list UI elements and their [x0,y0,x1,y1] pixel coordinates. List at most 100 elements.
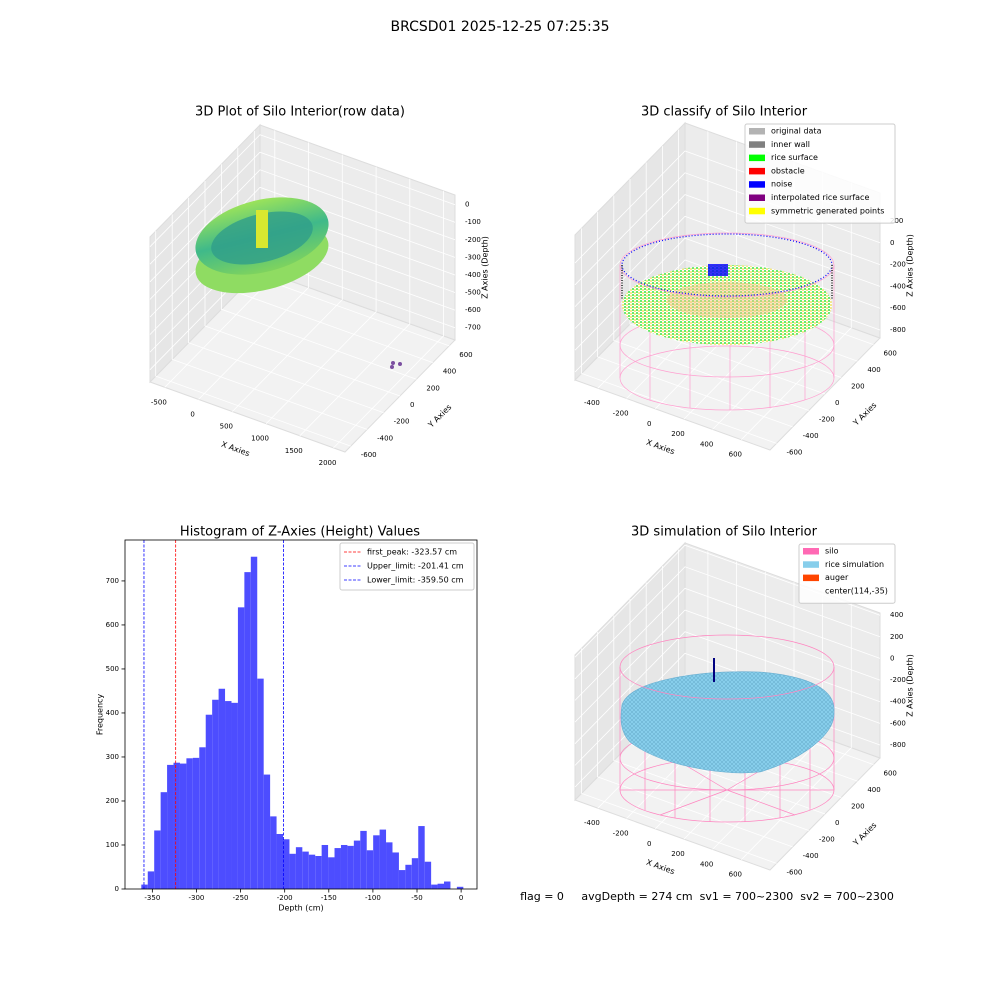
x-tick-label: 1000 [251,435,269,443]
bar [283,839,290,889]
grid-line [149,169,456,283]
bar [392,852,399,889]
z-tick-label: -600 [465,306,481,314]
y-tick-label: 600 [884,770,897,778]
bar [444,881,451,889]
bar [321,844,329,889]
bar [347,845,354,889]
bar [263,774,271,889]
z-tick-label: -200 [465,236,481,244]
y-tick-label: -200 [819,415,835,423]
y-tick-label: -400 [377,434,393,442]
y-tick-label: 600 [459,351,472,359]
x-tick-label: -250 [233,894,249,902]
grid-line [741,602,852,860]
legend-label: rice simulation [825,560,884,569]
grid-line [629,179,826,395]
legend-label: noise [771,180,792,189]
z-tick-label: -700 [465,324,481,332]
x-axis-label: X Axies [645,438,676,457]
x-tick-label: 0 [647,840,651,848]
figure-title: BRCSD01 2025-12-25 07:25:35 [390,19,609,35]
x-tick-label: -300 [189,894,205,902]
z-axis-label: Z Axies (Depth) [906,234,915,297]
legend-swatch [749,141,765,148]
grid-line [574,631,881,744]
bar [411,858,419,889]
x-tick-label: -200 [277,894,293,902]
x-tick-label: -100 [365,894,381,902]
z-tick-label: -800 [890,326,906,334]
legend-swatch [749,167,765,175]
y-tick-label: 400 [443,368,456,376]
bar [386,842,393,889]
bar [379,829,387,889]
legend-swatch [749,128,765,135]
y-tick-label: -600 [786,868,802,876]
y-tick-label: -200 [394,418,410,426]
z-tick-label: -200 [890,676,906,684]
z-tick-label: -400 [465,271,481,279]
bar [160,792,168,889]
bar [225,701,232,889]
x-axis-label: Depth (cm) [278,904,323,913]
chart-title: 3D simulation of Silo Interior [631,525,818,540]
x-tick-label: 400 [700,440,713,448]
x-tick-label: -150 [321,894,337,902]
x-tick-label: 500 [220,423,233,431]
bar [179,763,187,889]
chart-title: 3D classify of Silo Interior [641,105,808,120]
bar [424,861,432,889]
grid-line [574,587,881,701]
grid-line [581,648,777,864]
z-axis-label: Z Axies (Depth) [481,236,490,299]
legend-swatch [803,548,819,555]
y-axis-label: Frequency [96,694,105,736]
x-tick-label: 1500 [285,447,303,455]
grid-line [581,228,777,444]
x-tick-label: -400 [584,819,600,827]
point [390,365,394,369]
x-tick-label: 0 [647,420,651,428]
x-tick-label: -50 [411,894,422,902]
plot-frame [124,539,478,890]
x-tick-label: 0 [190,410,194,418]
bar [147,871,155,889]
point [391,361,395,365]
legend-label: first_peak: -323.57 cm [367,548,457,557]
bar [302,851,309,889]
y-tick-label: -400 [803,852,819,860]
legend-label: center(114,-35) [825,586,888,595]
y-tick-label: 100 [106,841,119,849]
silo-top [619,232,835,298]
bar [237,607,245,889]
grid-line [574,215,881,329]
bar [154,830,161,889]
y-tick-label: 200 [851,803,864,811]
bar [366,850,374,889]
bar [373,835,380,889]
rice-simulation [620,671,835,774]
grid-line [188,197,384,414]
z-tick-label: -600 [890,304,906,312]
z-tick-label: -400 [890,698,906,706]
bar [456,886,464,889]
x-tick-label: 200 [671,430,684,438]
legend-label: rice surface [771,153,818,162]
legend-box [339,542,475,591]
x-tick-label: 2000 [319,459,337,467]
bar [328,857,335,889]
bar [295,847,303,889]
chart-title: 3D Plot of Silo Interior(row data) [195,105,405,120]
bar [289,853,296,889]
bar [173,762,180,889]
legend-label: interpolated rice surface [771,193,869,202]
grid-line [613,615,809,831]
footer-text: flag = 0 avgDepth = 274 cm sv1 = 700~230… [520,890,894,903]
bar [360,830,367,889]
y-tick-label: 300 [106,753,119,761]
z-tick-label: -600 [890,719,906,727]
grid-line [574,194,881,307]
bar [186,758,193,889]
